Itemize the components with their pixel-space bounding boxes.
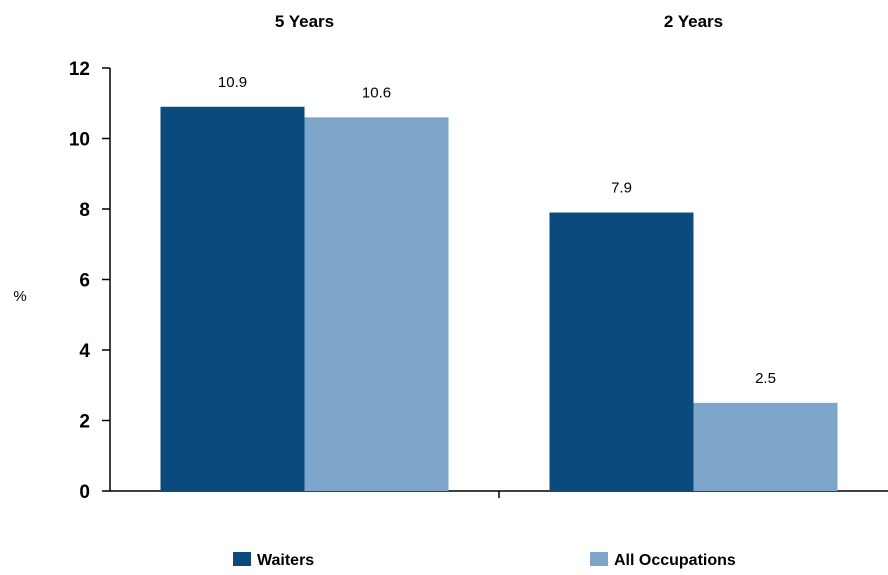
- bar-waiters-1: [549, 212, 694, 491]
- y-tick-label: 12: [69, 59, 90, 80]
- bar-waiters-0: [160, 106, 305, 492]
- y-ticks: 0 2 4 6 8 10 12: [69, 59, 110, 503]
- y-tick-label: 10: [69, 130, 90, 151]
- legend-swatch: [590, 552, 608, 566]
- legend-label: All Occupations: [614, 552, 736, 569]
- data-label: 2.5: [755, 370, 776, 387]
- data-labels: 10.9 10.6 7.9 2.5: [218, 74, 776, 387]
- y-tick-label: 8: [79, 200, 90, 221]
- category-label: 5 Years: [275, 12, 334, 31]
- y-tick-label: 6: [79, 271, 90, 292]
- y-tick-label: 0: [79, 482, 90, 503]
- data-label: 7.9: [611, 180, 632, 197]
- legend-swatch: [233, 552, 251, 566]
- category-labels: 5 Years 2 Years: [275, 12, 723, 31]
- category-label: 2 Years: [664, 12, 723, 31]
- bars: [160, 106, 838, 492]
- bar-all-occupations-0: [304, 117, 449, 491]
- legend-item-waiters: Waiters: [233, 552, 314, 569]
- data-label: 10.9: [218, 74, 247, 91]
- legend-label: Waiters: [257, 552, 314, 569]
- y-tick-label: 2: [79, 412, 90, 433]
- bar-all-occupations-1: [693, 402, 838, 491]
- legend-item-all-occupations: All Occupations: [590, 552, 736, 569]
- data-label: 10.6: [362, 84, 391, 101]
- legend: Waiters All Occupations: [233, 552, 736, 569]
- y-axis-label: %: [13, 288, 26, 305]
- y-tick-label: 4: [79, 341, 90, 362]
